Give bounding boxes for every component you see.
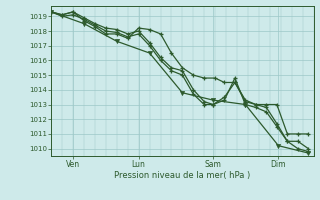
X-axis label: Pression niveau de la mer( hPa ): Pression niveau de la mer( hPa ) (114, 171, 251, 180)
